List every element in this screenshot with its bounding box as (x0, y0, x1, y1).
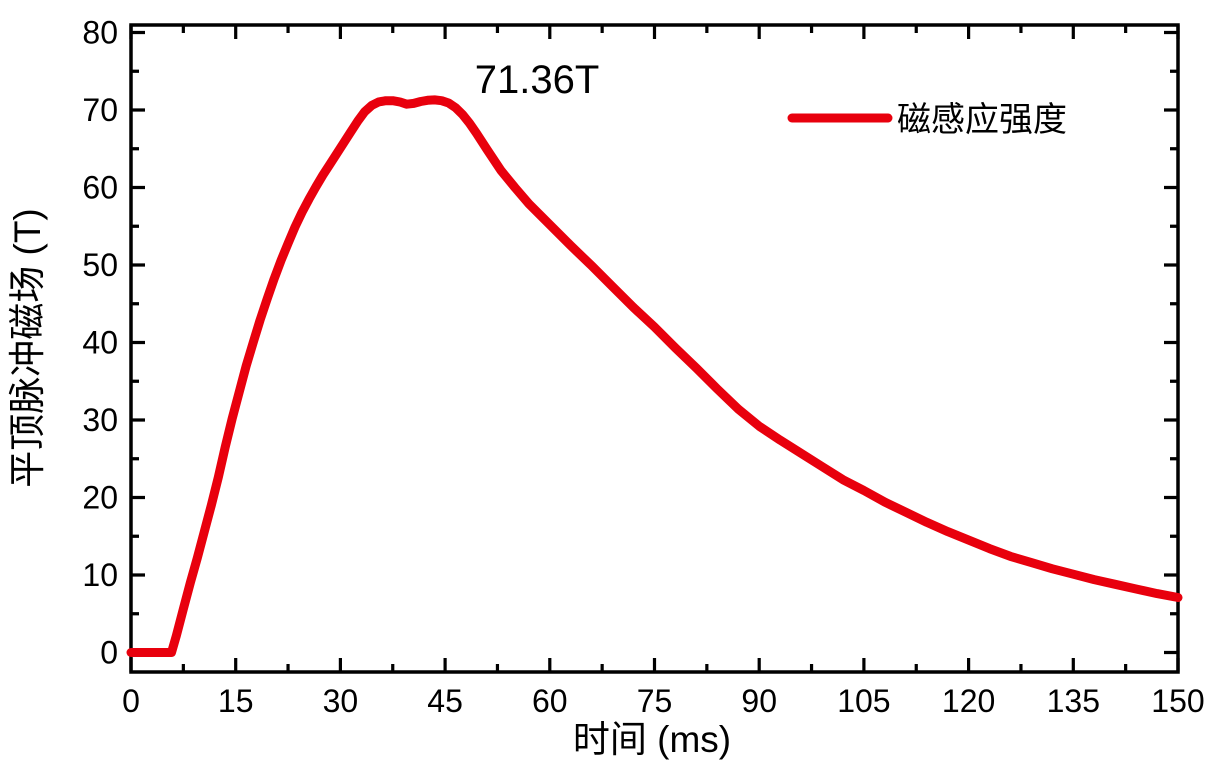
x-axis-title: 时间 (ms) (573, 719, 731, 760)
x-tick-label: 150 (1151, 683, 1204, 719)
y-axis-title: 平顶脉冲磁场 (T) (7, 208, 48, 488)
y-tick-label: 10 (82, 557, 118, 593)
y-tick-label: 50 (82, 247, 118, 283)
peak-value-annotation: 71.36T (475, 58, 600, 102)
y-tick-label: 40 (82, 325, 118, 361)
x-tick-label: 30 (323, 683, 359, 719)
legend: 磁感应强度 (787, 101, 1067, 139)
y-tick-label: 60 (82, 170, 118, 206)
y-tick-label: 0 (100, 635, 118, 671)
x-tick-label: 60 (532, 683, 568, 719)
x-tick-label: 90 (741, 683, 777, 719)
x-tick-label: 45 (427, 683, 463, 719)
x-tick-label: 15 (218, 683, 254, 719)
magnetic-field-curve (126, 95, 1183, 657)
x-tick-label: 105 (837, 683, 890, 719)
x-tick-label: 120 (942, 683, 995, 719)
x-tick-label: 0 (122, 683, 140, 719)
x-tick-label: 135 (1047, 683, 1100, 719)
y-tick-label: 20 (82, 480, 118, 516)
legend-label: 磁感应强度 (897, 101, 1067, 139)
y-axis-tick-labels: 0 10 20 30 40 50 60 70 80 (82, 15, 118, 671)
y-tick-label: 30 (82, 402, 118, 438)
x-axis-tick-labels: 0 15 30 45 60 75 90 105 120 135 150 (122, 683, 1205, 719)
x-tick-label: 75 (637, 683, 673, 719)
y-tick-label: 70 (82, 92, 118, 128)
y-tick-label: 80 (82, 15, 118, 51)
